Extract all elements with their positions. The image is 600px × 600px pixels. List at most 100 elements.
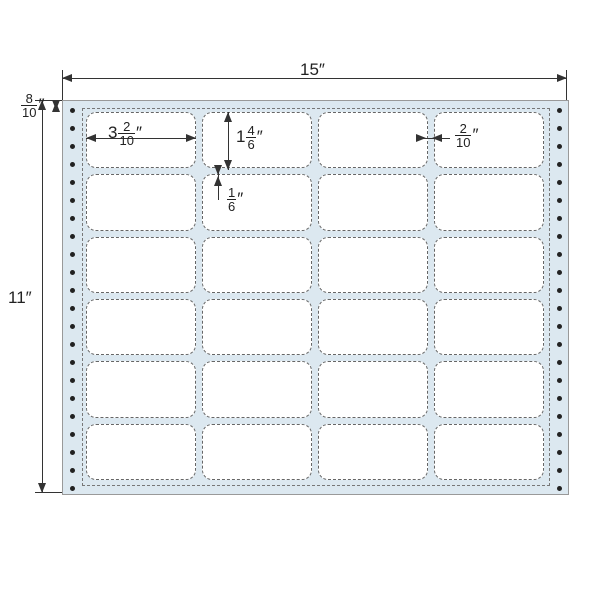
tractor-hole (557, 324, 562, 329)
tractor-hole (70, 216, 75, 221)
tractor-hole (70, 234, 75, 239)
num: 4 (246, 124, 255, 138)
unit: ″ (136, 123, 142, 142)
arrow-icon (52, 102, 60, 112)
label-cell (318, 112, 428, 168)
tractor-hole (70, 270, 75, 275)
label-cell (202, 237, 312, 293)
tractor-hole (70, 108, 75, 113)
tick (566, 70, 567, 100)
tractor-hole (557, 414, 562, 419)
label-grid (86, 112, 544, 480)
label-cell (86, 237, 196, 293)
tractor-hole (70, 180, 75, 185)
dim-vgap: 16″ (226, 186, 243, 213)
label-cell (86, 424, 196, 480)
tractor-hole (70, 162, 75, 167)
tractor-hole (70, 414, 75, 419)
tractor-hole (557, 216, 562, 221)
label-cell (86, 361, 196, 417)
tractor-hole (557, 108, 562, 113)
label-cell (86, 299, 196, 355)
tractor-hole (70, 468, 75, 473)
label-cell (434, 237, 544, 293)
tractor-hole (557, 360, 562, 365)
arrow-icon (62, 74, 72, 82)
tractor-hole (557, 234, 562, 239)
tractor-hole (70, 198, 75, 203)
tractor-hole (557, 270, 562, 275)
tractor-hole (70, 486, 75, 491)
tractor-hole (557, 342, 562, 347)
arrow-icon (214, 165, 222, 175)
dim-height-label: 11″ (8, 288, 32, 308)
tractor-hole (70, 126, 75, 131)
arrow-icon (186, 134, 196, 142)
den: 6 (227, 200, 236, 213)
tractor-hole (557, 486, 562, 491)
unit: ″ (237, 189, 243, 208)
label-cell (202, 361, 312, 417)
tractor-hole (557, 306, 562, 311)
tractor-hole (557, 144, 562, 149)
label-cell (434, 299, 544, 355)
tractor-hole (70, 432, 75, 437)
dim-top-margin: 810″ (20, 92, 45, 119)
tractor-hole (70, 306, 75, 311)
unit: ″ (257, 127, 263, 146)
tractor-hole (70, 396, 75, 401)
label-cell (434, 112, 544, 168)
tractor-hole (70, 144, 75, 149)
whole: 3 (108, 123, 117, 142)
arrow-icon (224, 160, 232, 170)
num: 2 (118, 120, 134, 134)
num: 1 (227, 186, 236, 200)
num: 8 (21, 92, 37, 106)
num: 2 (455, 122, 471, 136)
label-cell (202, 424, 312, 480)
tractor-hole (70, 324, 75, 329)
arrow-icon (416, 134, 426, 142)
den: 6 (246, 138, 255, 151)
tractor-hole (557, 288, 562, 293)
label-cell (202, 299, 312, 355)
label-cell (318, 174, 428, 230)
tractor-hole (70, 288, 75, 293)
tractor-hole (557, 252, 562, 257)
label-cell (318, 299, 428, 355)
label-cell (434, 424, 544, 480)
arrow-icon (214, 176, 222, 186)
label-cell (434, 174, 544, 230)
arrow-icon (432, 134, 442, 142)
tractor-hole (70, 378, 75, 383)
tractor-hole (557, 126, 562, 131)
arrow-icon (86, 134, 96, 142)
dim-height-line (42, 100, 43, 493)
label-cell (318, 237, 428, 293)
tractor-hole (557, 450, 562, 455)
tractor-hole (70, 342, 75, 347)
label-cell (318, 424, 428, 480)
tick (62, 70, 63, 100)
tractor-hole (70, 450, 75, 455)
dim-label-width: 3210″ (108, 120, 142, 147)
unit: ″ (472, 125, 478, 144)
dim-width-label: 15″ (300, 60, 325, 80)
tractor-hole (70, 360, 75, 365)
label-cell (86, 174, 196, 230)
tractor-hole (557, 432, 562, 437)
den: 10 (21, 106, 37, 119)
tractor-hole (557, 378, 562, 383)
arrow-icon (224, 112, 232, 122)
tractor-hole (557, 180, 562, 185)
dim-label-height: 146″ (236, 124, 263, 151)
label-cell (318, 361, 428, 417)
whole: 1 (236, 127, 245, 146)
tractor-hole (557, 468, 562, 473)
tractor-hole (557, 162, 562, 167)
diagram-container: 15″ 11″ 810″ 3210″ 146″ 16″ 210″ (0, 0, 600, 600)
den: 10 (455, 136, 471, 149)
tractor-hole (557, 396, 562, 401)
unit: ″ (38, 95, 44, 114)
tractor-hole (557, 198, 562, 203)
